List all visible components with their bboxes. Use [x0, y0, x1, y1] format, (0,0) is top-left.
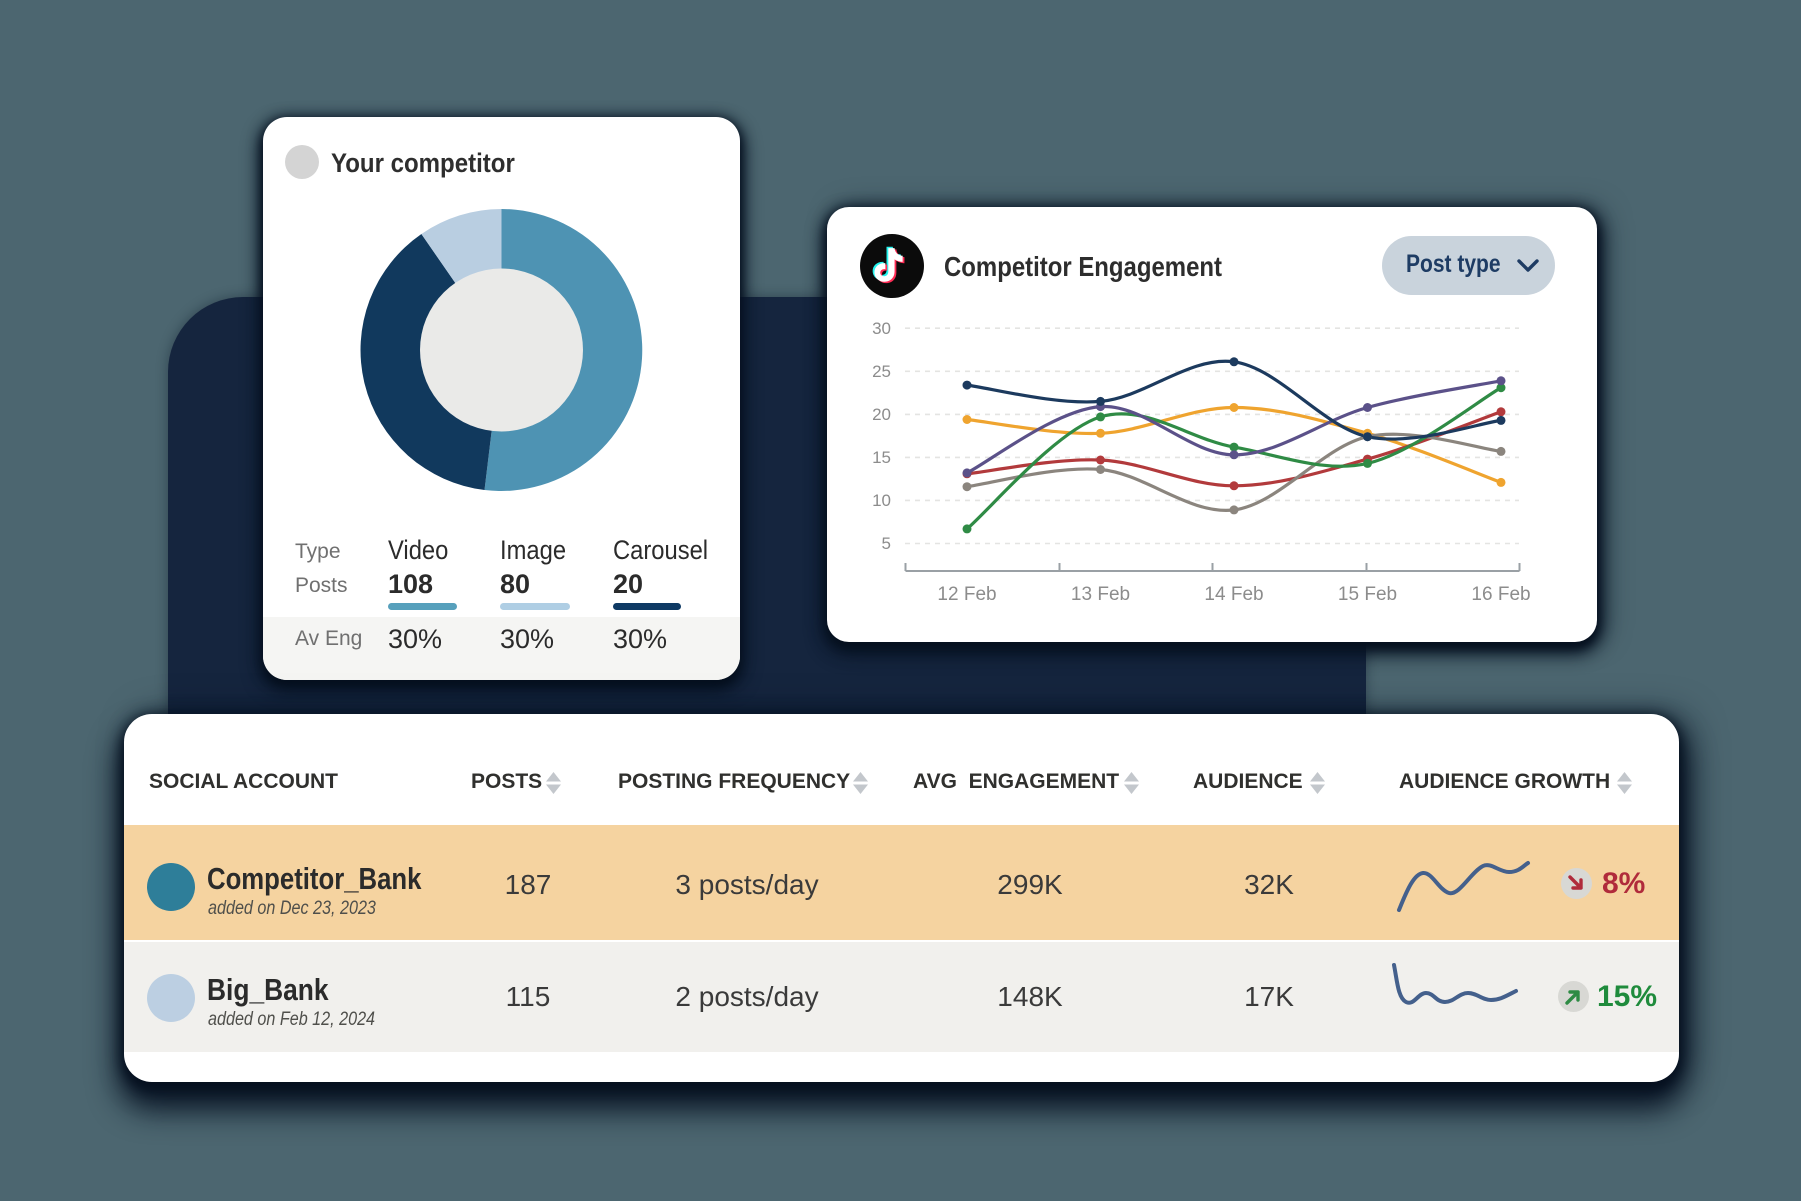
svg-text:5: 5 [882, 534, 891, 553]
svg-text:12 Feb: 12 Feb [937, 584, 996, 605]
svg-text:16 Feb: 16 Feb [1471, 584, 1530, 605]
svg-text:15: 15 [872, 448, 891, 467]
svg-text:14 Feb: 14 Feb [1204, 584, 1263, 605]
svg-text:30: 30 [872, 319, 891, 338]
svg-text:25: 25 [872, 362, 891, 381]
svg-text:13 Feb: 13 Feb [1071, 584, 1130, 605]
svg-text:20: 20 [872, 405, 891, 424]
svg-text:15 Feb: 15 Feb [1338, 584, 1397, 605]
svg-text:10: 10 [872, 491, 891, 510]
